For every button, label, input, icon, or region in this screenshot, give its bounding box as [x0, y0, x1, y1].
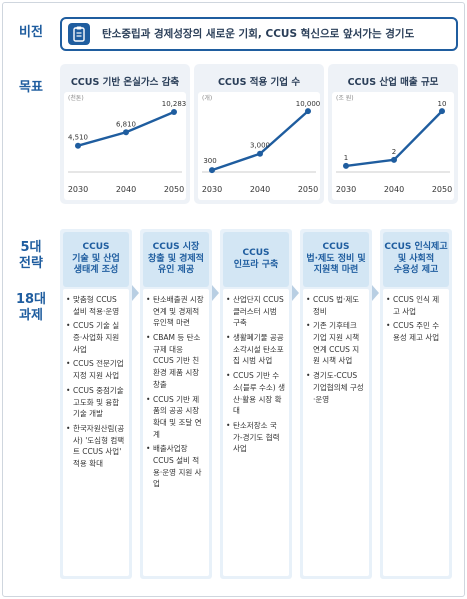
task-item: 기존 기후테크 기업 지원 시책 연계 CCUS 지원 시책 사업 [306, 320, 366, 367]
strategy-column-1: CCUS 기술 및 산업 생태계 조성 맞춤형 CCUS 설비 적용·운영 CCU… [60, 229, 132, 579]
companies-line-chart: (개) 300 2030 3,000 2040 10,000 2050 [198, 92, 320, 200]
strategy-task-list: CCUS 인식 제고 사업 CCUS 주민 수용성 제고 사업 [383, 289, 449, 576]
task-item: CCUS 인식 제고 사업 [386, 294, 446, 317]
strategy-column-3: CCUS 인프라 구축 산업단지 CCUS 클러스터 시범 구축생활폐기물 공공… [220, 229, 292, 579]
series-line [77, 110, 175, 147]
task-item: 산업단지 CCUS 클러스터 시범 구축 [226, 294, 286, 329]
chart-panel-emissions: CCUS 기반 온실가스 감축 (천톤) 4,510 2030 6,810 2040 10… [60, 64, 190, 204]
x-tick-label: 2030 [336, 185, 356, 194]
vision-text: 탄소중립과 경제성장의 새로운 기회, CCUS 혁신으로 앞서가는 경기도 [102, 28, 415, 40]
arrow-icon [372, 285, 379, 301]
revenue-line-chart: (조 원) 1 2030 2 2040 10 2050 [332, 92, 454, 200]
task-item: 경기도-CCUS 기업협의체 구성·운영 [306, 370, 366, 405]
task-item: CCUS 중점기술 고도화 및 융합기술 개발 [66, 385, 126, 420]
x-tick-label: 2050 [164, 185, 184, 194]
vision-box: 탄소중립과 경제성장의 새로운 기회, CCUS 혁신으로 앞서가는 경기도 [60, 17, 458, 51]
strategy-task-list: 탄소배출권 시장 연계 및 경제적 유인책 마련CBAM 등 탄소규제 대응 C… [143, 289, 209, 576]
strategy-title: CCUS 인프라 구축 [223, 232, 289, 287]
chart-title: CCUS 산업 매출 규모 [347, 77, 439, 88]
data-label: 2 [392, 148, 396, 156]
task-item: CCUS 기반 제품의 공공 시장 확대 및 조달 연계 [146, 394, 206, 441]
task-item: CCUS 기반 수소(블루 수소) 생산·활용 시장 확대 [226, 370, 286, 417]
emissions-line-chart: (천톤) 4,510 2030 6,810 2040 10,283 2050 [64, 92, 186, 200]
data-point [391, 156, 397, 163]
unit-label: (조 원) [336, 94, 354, 102]
strategy-column-5: CCUS 인식제고 및 사회적 수용성 제고 CCUS 인식 제고 사업CCUS… [380, 229, 452, 579]
x-tick-label: 2030 [202, 185, 222, 194]
task-item: 배출사업장 CCUS 설비 적용·운영 지원 사업 [146, 443, 206, 490]
chart-panel-companies: CCUS 적용 기업 수 (개) 300 2030 3,000 2040 10,000 20… [194, 64, 324, 204]
arrow-icon [212, 285, 219, 301]
clipboard-icon [68, 23, 90, 45]
strategy-title: CCUS 기술 및 산업 생태계 조성 [63, 232, 129, 287]
task-item: 한국자원산림(공사) '도심형 컴팩트 CCUS 사업' 적용 확대 [66, 423, 126, 470]
arrow-icon [292, 285, 299, 301]
tasks-row-label: 18대 과제 [15, 292, 47, 324]
data-label: 10,283 [162, 100, 186, 108]
data-label: 3,000 [250, 142, 270, 150]
x-tick-label: 2040 [384, 185, 404, 194]
data-label: 6,810 [116, 120, 136, 128]
strategy-task-list: 산업단지 CCUS 클러스터 시범 구축생활폐기물 공공소각시설 탄소포집 시범… [223, 289, 289, 576]
data-label: 1 [344, 154, 348, 162]
x-tick-label: 2050 [298, 185, 318, 194]
data-point [75, 142, 81, 149]
vision-row-label: 비전 [19, 25, 43, 40]
data-point [439, 108, 445, 115]
x-tick-label: 2050 [432, 185, 452, 194]
task-item: 탄소저장소 국가-경기도 협력 사업 [226, 420, 286, 455]
data-point [171, 109, 177, 116]
goal-row-label: 목표 [19, 80, 43, 95]
data-point [343, 162, 349, 169]
x-tick-label: 2030 [68, 185, 88, 194]
data-label: 4,510 [68, 134, 88, 142]
data-label: 10,000 [296, 100, 320, 108]
unit-label: (개) [202, 94, 212, 102]
task-item: CCUS 기술 실증·사업화 지원 사업 [66, 320, 126, 355]
data-point [123, 129, 129, 136]
strategy-title: CCUS 인식제고 및 사회적 수용성 제고 [383, 232, 449, 287]
strategy-row-label: 5대 전략 [19, 240, 43, 272]
data-label: 300 [203, 157, 216, 165]
data-point [305, 108, 311, 115]
strategy-task-list: CCUS 법·제도 정비기존 기후테크 기업 지원 시책 연계 CCUS 지원 … [303, 289, 369, 576]
strategy-title: CCUS 법·제도 정비 및 지원책 마련 [303, 232, 369, 287]
task-item: CBAM 등 탄소규제 대응 CCUS 기반 친환경 제품 시장 창출 [146, 332, 206, 390]
x-tick-label: 2040 [116, 185, 136, 194]
task-item: CCUS 주민 수용성 제고 사업 [386, 320, 446, 343]
strategy-column-2: CCUS 시장 창출 및 경제적 유인 제공 탄소배출권 시장 연계 및 경제적… [140, 229, 212, 579]
x-tick-label: 2040 [250, 185, 270, 194]
task-item: 생활폐기물 공공소각시설 탄소포집 시범 사업 [226, 332, 286, 367]
task-item: CCUS 법·제도 정비 [306, 294, 366, 317]
chart-title: CCUS 적용 기업 수 [217, 77, 301, 88]
strategy-column-4: CCUS 법·제도 정비 및 지원책 마련 CCUS 법·제도 정비기존 기후테… [300, 229, 372, 579]
data-label: 10 [438, 100, 447, 108]
task-item: 탄소배출권 시장 연계 및 경제적 유인책 마련 [146, 294, 206, 329]
data-point [257, 150, 263, 157]
chart-title: CCUS 기반 온실가스 감축 [70, 77, 180, 88]
series-line [211, 110, 309, 172]
unit-label: (천톤) [68, 94, 84, 102]
strategy-task-list: 맞춤형 CCUS 설비 적용·운영 CCUS 기술 실증·사업화 지원 사업 CCU… [63, 289, 129, 576]
task-item: CCUS 전문기업 지정 지원 사업 [66, 358, 126, 381]
task-item: 맞춤형 CCUS 설비 적용·운영 [66, 294, 126, 317]
strategy-title: CCUS 시장 창출 및 경제적 유인 제공 [143, 232, 209, 287]
chart-panel-revenue: CCUS 산업 매출 규모 (조 원) 1 2030 2 2040 10 2050 [328, 64, 458, 204]
data-point [209, 167, 215, 174]
arrow-icon [132, 285, 139, 301]
